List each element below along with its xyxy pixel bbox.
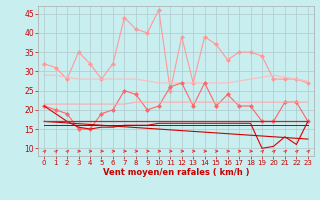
X-axis label: Vent moyen/en rafales ( km/h ): Vent moyen/en rafales ( km/h ) [103, 168, 249, 177]
